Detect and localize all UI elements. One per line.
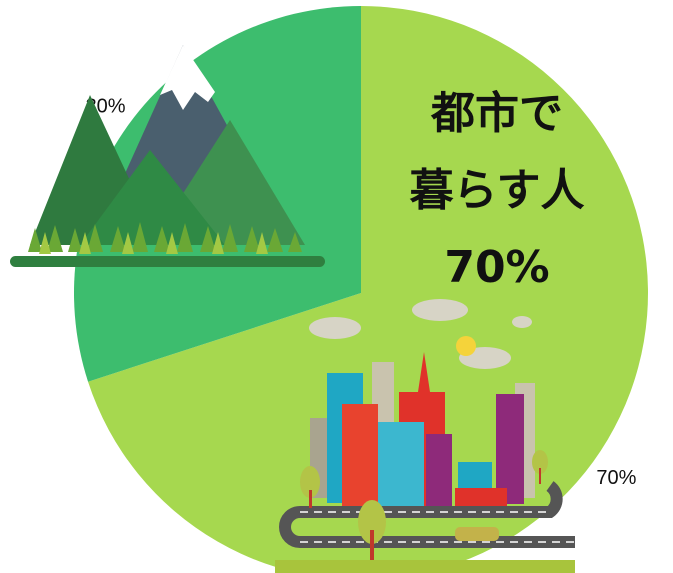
annotation: 70% — [444, 242, 549, 293]
city-illustration — [275, 299, 575, 573]
annotation: 都市で — [430, 88, 563, 139]
annotation: 暮らす人 — [409, 165, 584, 216]
mountain-illustration — [10, 45, 325, 267]
data-label: 70% — [596, 467, 636, 489]
